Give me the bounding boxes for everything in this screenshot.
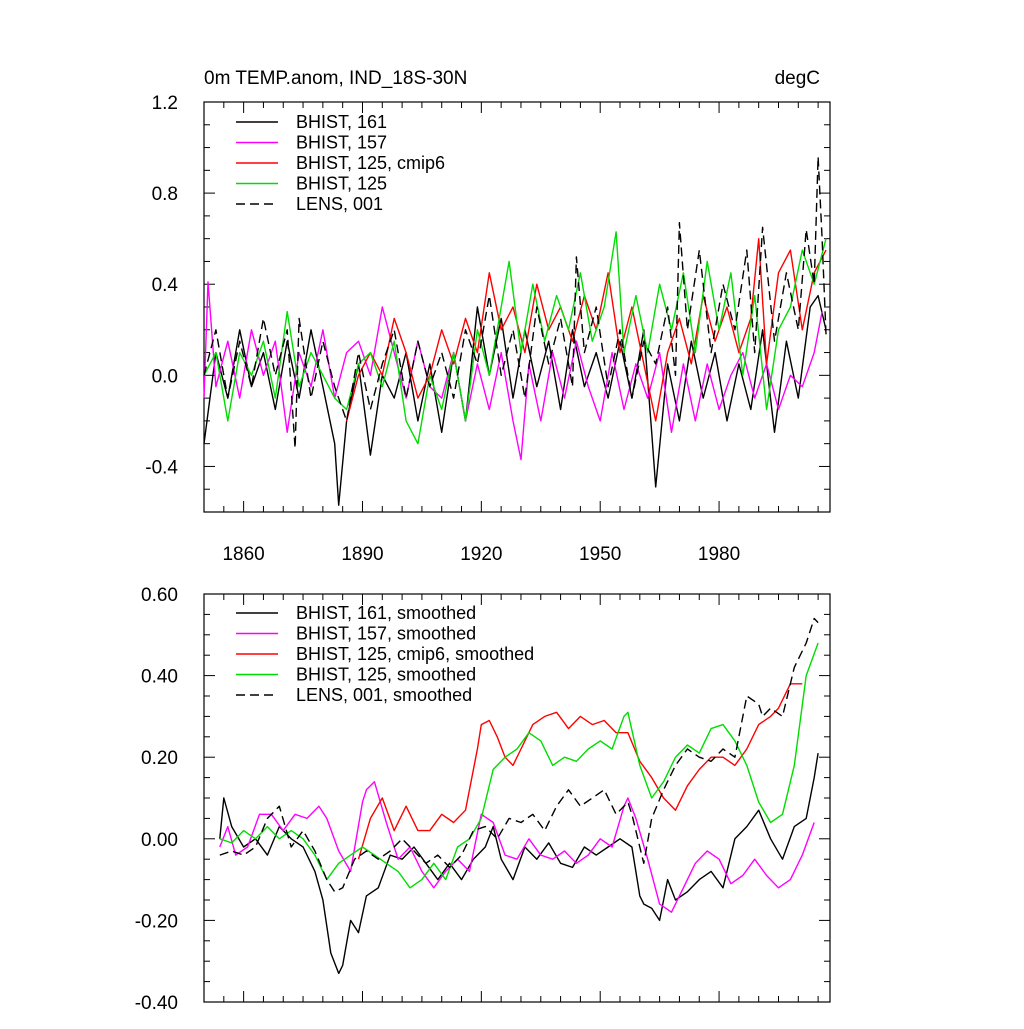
panel-1-series-line-3	[345, 237, 827, 422]
panel-1-series-line-2	[203, 281, 823, 461]
panel-1-xtick-label: 1890	[341, 544, 383, 565]
panel-2-ytick-label: 0.00	[141, 830, 178, 851]
panel-1-series-line-5	[203, 155, 827, 449]
panel-1-xtick-label: 1860	[222, 544, 264, 565]
panel-2-ytick-label: -0.20	[135, 911, 178, 932]
panel-1-legend-label-5: LENS, 001	[296, 194, 383, 214]
panel-2-legend-label-3: BHIST, 125, cmip6, smoothed	[296, 644, 534, 664]
units-label: degC	[775, 68, 820, 89]
panel-2-ytick-label: 0.40	[141, 667, 178, 688]
panel-1-series-line-4	[203, 231, 827, 445]
chart-title: 0m TEMP.anom, IND_18S-30N	[204, 68, 467, 89]
panel-1-ytick-label: -0.4	[145, 457, 178, 478]
panel-1-xtick-label: 1950	[579, 544, 621, 565]
panel-2-legend-label-2: BHIST, 157, smoothed	[296, 624, 476, 644]
panel-2-legend-label-5: LENS, 001, smoothed	[296, 685, 472, 705]
panel-1-xtick-label: 1980	[698, 544, 740, 565]
panel-1-ytick-label: 1.2	[152, 93, 178, 114]
panel-2-series-line-2	[219, 781, 815, 913]
panel-1-ytick-label: 0.0	[152, 366, 178, 387]
panel-1-ytick-label: 0.8	[152, 184, 178, 205]
panel-2-legend-label-4: BHIST, 125, smoothed	[296, 665, 476, 685]
panel-1-xtick-label: 1920	[460, 544, 502, 565]
panel-2-series-line-5	[219, 617, 819, 893]
panel-1-legend-label-3: BHIST, 125, cmip6	[296, 153, 445, 173]
panel-2-series-line-1	[219, 752, 819, 975]
panel-2-ytick-label: 0.20	[141, 748, 178, 769]
panel-1-legend-label-1: BHIST, 161	[296, 112, 387, 132]
panel-2-series-line-4	[219, 642, 819, 889]
panel-1-legend-label-4: BHIST, 125	[296, 174, 387, 194]
panel-1-ytick-label: 0.4	[152, 275, 179, 296]
panel-2-ytick-label: 0.60	[141, 585, 178, 606]
panel-2-legend-label-1: BHIST, 161, smoothed	[296, 603, 476, 623]
panel-1-legend-label-2: BHIST, 157	[296, 133, 387, 153]
panel-2-ytick-label: -0.40	[135, 993, 178, 1014]
panel-2-series-line-3	[357, 683, 803, 860]
